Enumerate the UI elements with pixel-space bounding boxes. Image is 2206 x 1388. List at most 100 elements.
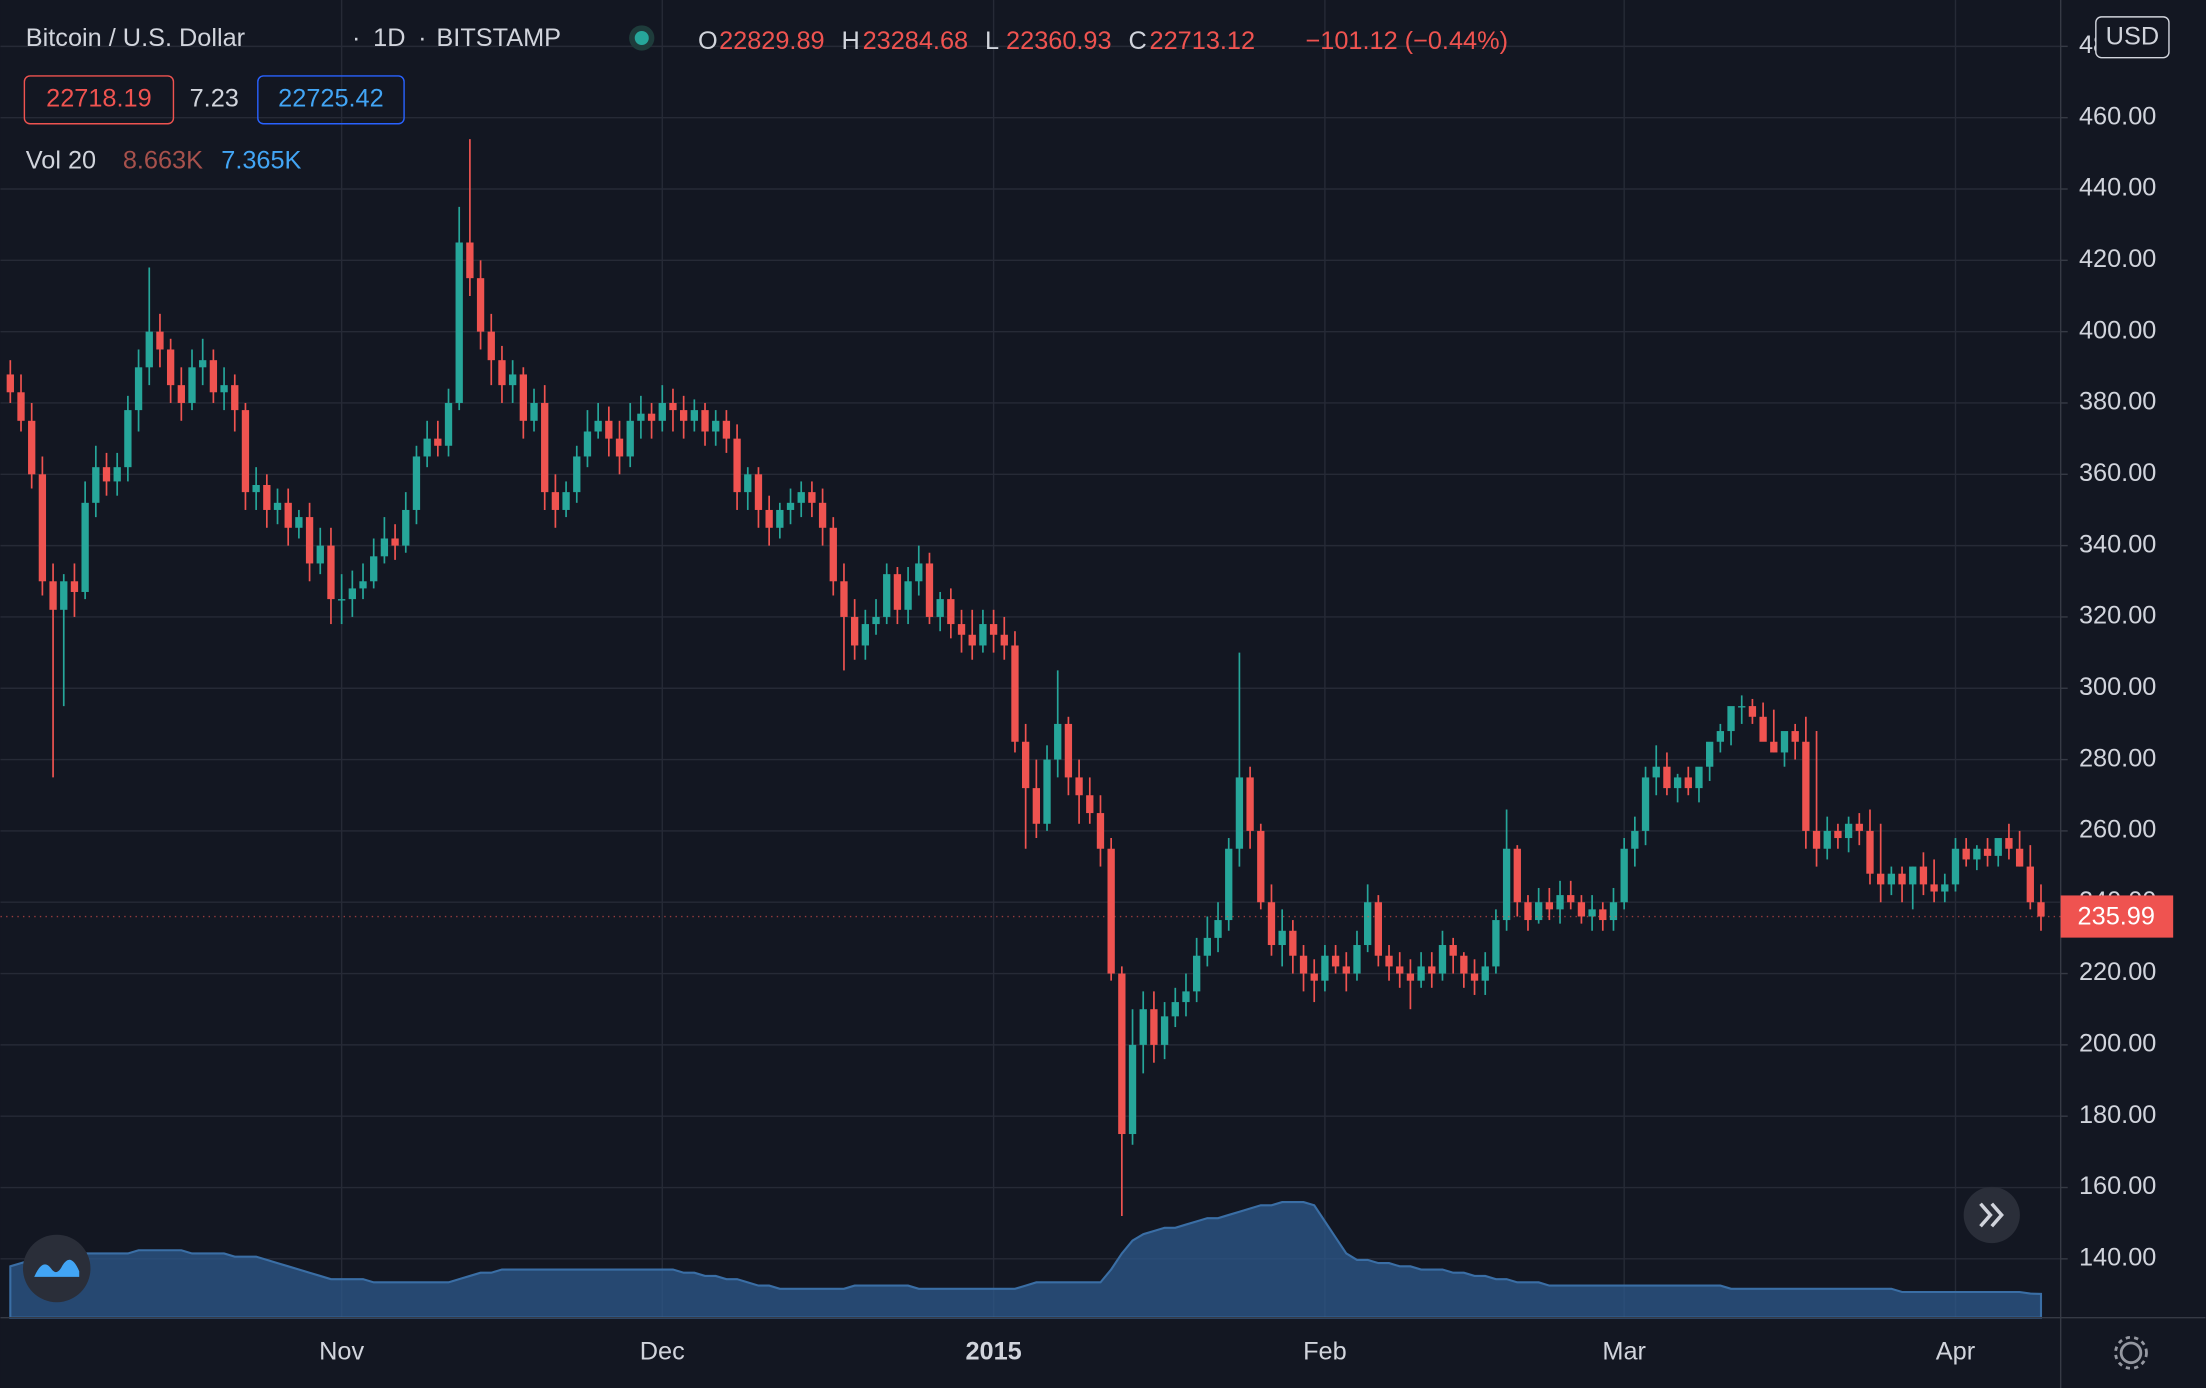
ask-box[interactable] xyxy=(257,75,405,125)
candle-body xyxy=(744,474,752,493)
candle-body xyxy=(1759,716,1767,742)
ask[interactable]: 22725.42 xyxy=(278,85,384,113)
candle-body xyxy=(1909,866,1917,885)
candle-body xyxy=(1054,723,1062,760)
status-dot xyxy=(634,30,649,46)
candle-body xyxy=(1075,777,1083,796)
candle-body xyxy=(1609,902,1618,921)
candle-body xyxy=(188,367,196,403)
candle-body xyxy=(562,492,570,510)
candle-body xyxy=(1417,966,1425,981)
candle-body xyxy=(241,410,250,493)
candle-body xyxy=(1834,830,1842,839)
logo-button[interactable] xyxy=(22,1234,91,1303)
exchange: BITSTAMP xyxy=(436,24,561,52)
candle-body xyxy=(1983,848,1992,856)
y-tick-label: 300.00 xyxy=(2079,673,2156,701)
candle-body xyxy=(1641,777,1650,831)
candle-body xyxy=(1000,634,1008,646)
candle-body xyxy=(1802,741,1810,831)
candle-body xyxy=(1673,777,1682,789)
candle-body xyxy=(1086,795,1094,814)
candle-body xyxy=(1695,766,1703,789)
candle-body xyxy=(669,402,677,411)
bid-box[interactable] xyxy=(23,75,175,125)
candle-body xyxy=(1193,955,1201,992)
candle-body xyxy=(1470,973,1479,981)
candle-body xyxy=(626,420,634,457)
candle-body xyxy=(370,556,378,582)
y-tick-label: 360.00 xyxy=(2079,459,2156,487)
candle-body xyxy=(2015,848,2024,867)
candle-body xyxy=(1524,902,1532,921)
candle-body xyxy=(1631,830,1639,849)
candle-body xyxy=(1225,848,1233,921)
candle-body xyxy=(28,420,36,475)
candle-body xyxy=(989,624,998,635)
candle-body xyxy=(1492,920,1500,967)
candle-body xyxy=(166,349,175,386)
candle-body xyxy=(177,385,185,403)
x-tick-label: Dec xyxy=(640,1338,685,1366)
currency-box[interactable] xyxy=(2095,16,2170,59)
settings-icon[interactable] xyxy=(2114,1335,2148,1370)
x-tick-label: Mar xyxy=(1602,1338,1646,1366)
currency[interactable]: USD xyxy=(2106,23,2159,51)
candle-body xyxy=(1353,945,1361,974)
candle-body xyxy=(124,410,132,468)
ohlc-value: 23284.68 xyxy=(863,27,969,55)
candle-body xyxy=(412,456,421,510)
candle-body xyxy=(1502,848,1511,921)
candle-body xyxy=(102,467,111,482)
y-tick-label: 200.00 xyxy=(2079,1030,2156,1058)
candle-body xyxy=(1331,955,1340,967)
candle-body xyxy=(690,410,698,421)
candle-body xyxy=(541,402,549,493)
separator: · xyxy=(418,24,426,52)
candle-body xyxy=(134,367,143,411)
candle-body xyxy=(1257,830,1265,903)
candle-body xyxy=(1877,873,1885,885)
candle-body xyxy=(60,581,68,610)
candle-body xyxy=(883,574,891,617)
candle-body xyxy=(263,484,271,510)
candle-body xyxy=(1567,895,1575,903)
bid[interactable]: 22718.19 xyxy=(46,85,152,113)
logo-icon xyxy=(34,1259,80,1277)
candle-body xyxy=(220,385,228,393)
candle-body xyxy=(1898,873,1906,885)
candle-body xyxy=(1150,1009,1158,1045)
candle-body xyxy=(1727,706,1735,732)
candle-body xyxy=(92,467,100,503)
candle-body xyxy=(1823,830,1831,849)
candle-body xyxy=(893,574,902,610)
candle-body xyxy=(679,410,688,421)
y-tick-label: 420.00 xyxy=(2079,245,2156,273)
candle-body xyxy=(305,517,314,564)
last-price-label: 235.99 xyxy=(2078,903,2155,931)
candle-body xyxy=(2037,902,2045,917)
candle-body xyxy=(583,431,592,457)
candle-body xyxy=(1278,930,1286,946)
candle-body xyxy=(113,467,121,482)
candle-body xyxy=(487,331,495,361)
candle-body xyxy=(1128,1044,1137,1135)
candle-body xyxy=(605,420,613,439)
grid xyxy=(0,0,2061,1318)
candle-body xyxy=(1428,966,1436,974)
candle-body xyxy=(1951,848,1960,885)
candle-body xyxy=(754,474,763,510)
candle-body xyxy=(1021,741,1030,789)
candle-body xyxy=(6,374,14,393)
ohlc-key: L xyxy=(985,27,999,55)
x-tick-label: Nov xyxy=(319,1338,364,1366)
y-tick-label: 180.00 xyxy=(2079,1101,2156,1129)
candle-body xyxy=(455,242,463,403)
y-tick-label: 440.00 xyxy=(2079,174,2156,202)
candle-body xyxy=(1887,873,1896,885)
candle-body xyxy=(1438,945,1447,974)
volume-ma-value: 7.365K xyxy=(221,146,301,174)
candle-body xyxy=(1855,823,1863,831)
candle-body xyxy=(1460,955,1468,974)
